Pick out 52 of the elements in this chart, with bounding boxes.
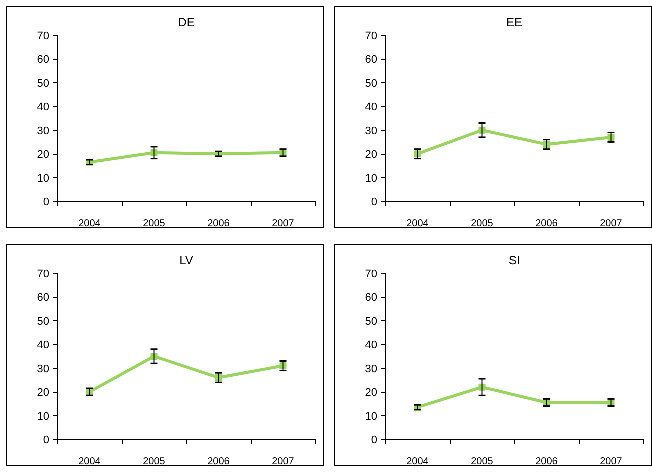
x-tick-label: 2007 xyxy=(272,456,295,468)
y-tick-label: 40 xyxy=(365,102,378,114)
x-tick-label: 2005 xyxy=(143,218,166,230)
y-tick-label: 10 xyxy=(37,410,50,423)
y-tick-label: 70 xyxy=(365,268,378,280)
y-tick-label: 20 xyxy=(37,387,50,400)
y-tick-label: 30 xyxy=(37,125,50,138)
y-tick-label: 50 xyxy=(365,78,378,90)
x-tick-label: 2006 xyxy=(208,218,230,230)
y-tick-label: 40 xyxy=(37,102,50,114)
y-tick-label: 20 xyxy=(365,387,378,400)
y-tick-label: 10 xyxy=(37,172,50,185)
chart-title: DE xyxy=(178,16,195,30)
y-tick-label: 30 xyxy=(365,363,378,376)
y-tick-label: 70 xyxy=(37,30,50,42)
y-tick-label: 20 xyxy=(37,149,50,162)
x-tick-label: 2007 xyxy=(600,218,623,230)
x-tick-label: 2005 xyxy=(471,456,494,468)
x-tick-label: 2006 xyxy=(208,456,230,468)
y-tick-label: 0 xyxy=(43,434,50,446)
x-tick-label: 2005 xyxy=(471,218,494,230)
y-tick-label: 0 xyxy=(371,196,378,208)
chart-title: LV xyxy=(180,254,194,268)
y-tick-label: 60 xyxy=(37,292,50,304)
y-tick-label: 10 xyxy=(365,172,378,185)
y-tick-label: 60 xyxy=(365,54,378,66)
y-tick-label: 0 xyxy=(371,434,378,446)
y-tick-label: 70 xyxy=(365,30,378,42)
y-tick-label: 30 xyxy=(37,363,50,376)
x-tick-label: 2007 xyxy=(600,456,623,468)
x-tick-label: 2006 xyxy=(536,218,558,230)
chart-title: SI xyxy=(508,254,520,268)
x-tick-label: 2004 xyxy=(406,218,430,230)
x-tick-label: 2004 xyxy=(406,456,430,468)
y-tick-label: 50 xyxy=(37,78,50,90)
y-tick-label: 70 xyxy=(37,268,50,280)
y-tick-label: 40 xyxy=(37,340,50,352)
x-tick-label: 2004 xyxy=(78,218,102,230)
y-tick-label: 20 xyxy=(365,149,378,162)
y-tick-label: 50 xyxy=(365,316,378,328)
y-tick-label: 0 xyxy=(43,196,50,208)
x-tick-label: 2005 xyxy=(143,456,166,468)
y-tick-label: 60 xyxy=(365,292,378,304)
x-tick-label: 2004 xyxy=(78,456,102,468)
y-tick-label: 10 xyxy=(365,410,378,423)
x-tick-label: 2006 xyxy=(536,456,558,468)
x-tick-label: 2007 xyxy=(272,218,295,230)
y-tick-label: 50 xyxy=(37,316,50,328)
y-tick-label: 60 xyxy=(37,54,50,66)
y-tick-label: 40 xyxy=(365,340,378,352)
chart-title: EE xyxy=(506,16,523,30)
y-tick-label: 30 xyxy=(365,125,378,138)
